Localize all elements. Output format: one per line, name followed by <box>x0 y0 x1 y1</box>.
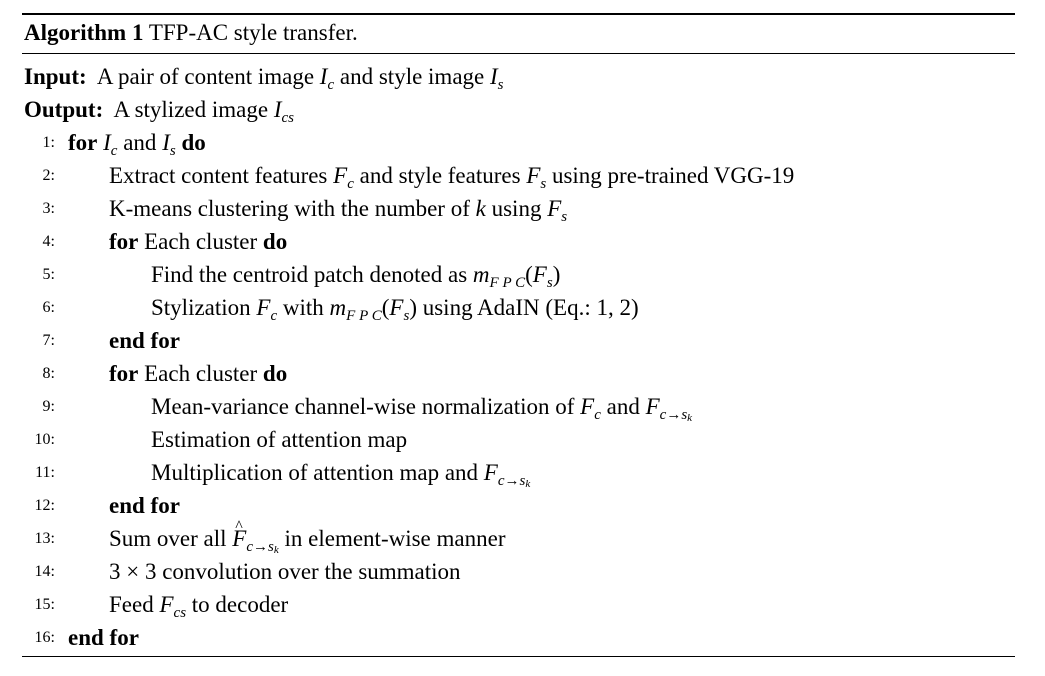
top-rule <box>22 13 1015 15</box>
output-line: Output: A stylized image Ics <box>24 97 294 126</box>
line-number: 5: <box>42 266 55 283</box>
algorithm-line-5: Find the centroid patch denoted as mF P … <box>151 262 561 291</box>
line-text: using <box>491 196 542 221</box>
line-text: Estimation of attention map <box>151 427 408 452</box>
keyword-do: do <box>262 361 288 386</box>
input-line: Input: A pair of content image Ic and st… <box>24 64 504 93</box>
output-text: A stylized image <box>113 97 269 122</box>
algorithm-line-4: for Each cluster do <box>109 227 287 257</box>
keyword-for: for <box>109 229 139 254</box>
line-text: Sum over all <box>109 526 227 551</box>
algorithm-line-13: Sum over all Fc→sk in element-wise manne… <box>109 512 506 556</box>
algorithm-line-9: Mean-variance channel-wise normalization… <box>151 394 693 424</box>
line-number: 15: <box>34 596 55 613</box>
line-text: using AdaIN (Eq.: 1, 2) <box>422 295 639 320</box>
algorithm-line-8: for Each cluster do <box>109 359 287 389</box>
line-text: to decoder <box>191 592 289 617</box>
keyword-do: do <box>181 130 206 155</box>
input-and: and style image <box>339 64 485 89</box>
line-number: 3: <box>42 200 55 217</box>
bottom-rule <box>22 656 1015 657</box>
algorithm-label: Algorithm 1 <box>24 20 144 45</box>
algorithm-line-11: Multiplication of attention map and Fc→s… <box>151 460 531 490</box>
keyword-end-for: end for <box>68 625 139 650</box>
algorithm-line-10: Estimation of attention map <box>151 425 407 455</box>
algorithm-line-2: Extract content features Fc and style fe… <box>109 163 795 192</box>
keyword-for: for <box>109 361 139 386</box>
line-text: Feed <box>109 592 154 617</box>
line-text: and <box>123 130 157 155</box>
input-label: Input: <box>24 64 87 89</box>
line-number: 12: <box>34 497 55 514</box>
line-number: 14: <box>34 563 55 580</box>
line-text: using pre-trained VGG-19 <box>551 163 795 188</box>
algorithm-line-14: 3 × 3 convolution over the summation <box>109 557 461 587</box>
algorithm-line-1: for Ic and Is do <box>68 130 206 159</box>
keyword-end-for: end for <box>109 328 180 353</box>
line-text: Each cluster <box>144 229 258 254</box>
output-label: Output: <box>24 97 104 122</box>
line-number: 13: <box>34 530 55 547</box>
line-text: Multiplication of attention map and <box>151 460 479 485</box>
line-number: 1: <box>42 134 55 151</box>
line-number: 8: <box>42 365 55 382</box>
line-text: and style features <box>359 163 521 188</box>
line-text: with <box>282 295 324 320</box>
line-number: 9: <box>42 398 55 415</box>
keyword-for: for <box>68 130 98 155</box>
line-text: Each cluster <box>144 361 258 386</box>
line-text: Extract content features <box>109 163 328 188</box>
line-number: 2: <box>42 167 55 184</box>
algorithm-line-15: Feed Fcs to decoder <box>109 592 289 621</box>
line-text: Find the centroid patch denoted as <box>151 262 468 287</box>
line-number: 10: <box>34 431 55 448</box>
input-text: A pair of content image <box>96 64 315 89</box>
algorithm-line-12: end for <box>109 491 180 521</box>
algorithm-caption: Algorithm 1 TFP-AC style transfer. <box>24 18 358 48</box>
line-number: 7: <box>42 332 55 349</box>
algorithm-line-6: Stylization Fc with mF P C(Fs) using Ada… <box>151 295 639 324</box>
caption-rule <box>22 53 1015 54</box>
line-number: 6: <box>42 299 55 316</box>
line-text: Stylization <box>151 295 251 320</box>
algorithm-line-16: end for <box>68 623 139 653</box>
line-text: 3 × 3 convolution over the summation <box>109 559 461 584</box>
line-text: in element-wise manner <box>284 526 506 551</box>
line-number: 16: <box>34 629 55 646</box>
algorithm-line-3: K-means clustering with the number of k … <box>109 196 568 225</box>
keyword-do: do <box>262 229 288 254</box>
algorithm-title: TFP-AC style transfer. <box>148 20 358 45</box>
keyword-end-for: end for <box>109 493 180 518</box>
line-text: K-means clustering with the number of <box>109 196 470 221</box>
algorithm-line-7: end for <box>109 326 180 356</box>
line-text: Mean-variance channel-wise normalization… <box>151 394 575 419</box>
line-text: and <box>606 394 640 419</box>
line-number: 4: <box>42 233 55 250</box>
line-number: 11: <box>35 464 55 481</box>
